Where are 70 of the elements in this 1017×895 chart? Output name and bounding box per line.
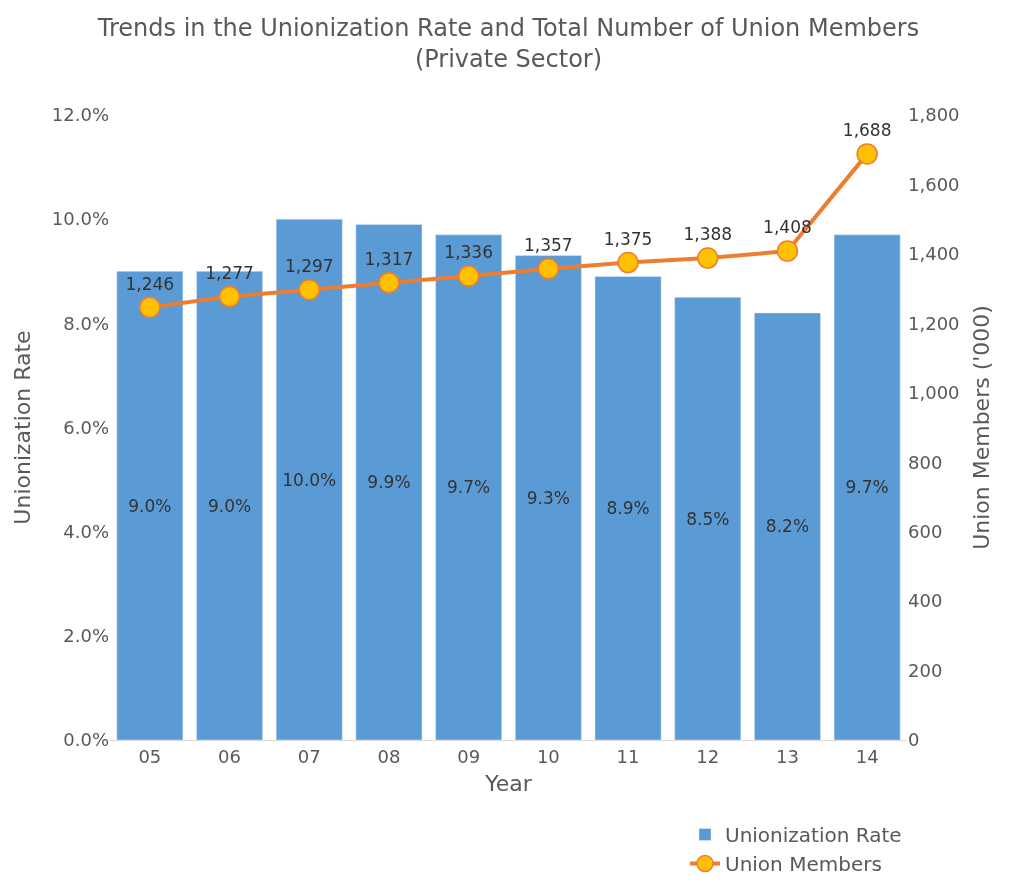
data-label: 9.3% bbox=[526, 487, 570, 508]
bar bbox=[754, 312, 821, 740]
y-tick-label: 6.0% bbox=[63, 416, 109, 438]
bar bbox=[275, 218, 343, 740]
x-tick-label: 11 bbox=[616, 745, 640, 767]
x-tick-label: 06 bbox=[218, 745, 241, 767]
point bbox=[139, 296, 161, 319]
point bbox=[218, 285, 241, 308]
bar bbox=[355, 224, 423, 740]
y-tick-label: 10.0% bbox=[51, 208, 109, 230]
x-tick-label: 10 bbox=[536, 745, 560, 767]
y-tick-label: 0.0% bbox=[63, 729, 109, 751]
y2-tick-label: 1,200 bbox=[908, 312, 960, 334]
point bbox=[617, 251, 639, 274]
point bbox=[457, 265, 480, 287]
x-tick-label: 08 bbox=[377, 745, 401, 767]
point bbox=[378, 271, 400, 294]
data-label: 9.7% bbox=[845, 477, 889, 498]
x-tick-label: 07 bbox=[297, 745, 321, 767]
point bbox=[776, 240, 799, 262]
chart-title: Trends in the Unionization Rate and Total Number of Union Members (Private Sector) bbox=[96, 13, 920, 73]
data-label: 10.0% bbox=[282, 469, 337, 490]
bar bbox=[833, 234, 901, 740]
y2-tick-label: 200 bbox=[908, 659, 943, 681]
data-label: 1,297 bbox=[284, 255, 334, 276]
point bbox=[537, 258, 560, 280]
data-label: 1,688 bbox=[842, 120, 892, 141]
y2-axis-title: Union Members ('000) bbox=[969, 305, 995, 550]
data-label: 8.5% bbox=[686, 508, 730, 529]
point bbox=[298, 278, 320, 301]
data-label: 8.9% bbox=[606, 498, 650, 519]
y-tick-label: 8.0% bbox=[63, 312, 109, 334]
y2-tick-label: 1,800 bbox=[908, 104, 960, 126]
y2-tick-label: 600 bbox=[908, 520, 943, 542]
x-tick-label: 05 bbox=[138, 745, 162, 767]
y2-tick-label: 1,000 bbox=[908, 382, 960, 404]
x-tick-label: 12 bbox=[696, 745, 720, 767]
y-tick-label: 12.0% bbox=[51, 104, 109, 126]
bar bbox=[515, 255, 582, 740]
point bbox=[856, 143, 878, 165]
x-tick-label: 09 bbox=[457, 745, 481, 767]
y2-tick-label: 1,600 bbox=[908, 173, 960, 195]
y-axis-title: Unionization Rate bbox=[9, 330, 35, 525]
data-label: 9.0% bbox=[128, 495, 172, 516]
data-label: 1,388 bbox=[683, 224, 733, 245]
bar bbox=[594, 276, 662, 740]
y-tick-label: 2.0% bbox=[63, 625, 109, 647]
data-label: 1,246 bbox=[125, 273, 175, 294]
data-label: 1,357 bbox=[524, 235, 573, 256]
y2-tick-label: 1,400 bbox=[908, 243, 960, 265]
data-label: 9.0% bbox=[207, 495, 252, 516]
bar bbox=[435, 234, 502, 740]
legend-label: Union Members bbox=[725, 852, 882, 877]
legend-label: Unionization Rate bbox=[725, 823, 902, 848]
point bbox=[697, 247, 719, 269]
data-label: 1,317 bbox=[364, 248, 414, 269]
x-axis-title: Year bbox=[484, 771, 533, 797]
x-tick-label: 14 bbox=[855, 745, 879, 767]
y2-tick-label: 400 bbox=[908, 590, 943, 612]
bar bbox=[674, 297, 742, 740]
data-label: 8.2% bbox=[765, 516, 810, 537]
bar bbox=[116, 271, 184, 740]
y2-tick-label: 800 bbox=[908, 451, 943, 473]
data-label: 1,375 bbox=[603, 228, 653, 249]
data-label: 9.7% bbox=[447, 477, 491, 498]
x-tick-label: 13 bbox=[776, 745, 799, 767]
y-tick-label: 4.0% bbox=[63, 520, 109, 542]
data-label: 9.9% bbox=[367, 472, 411, 493]
data-label: 1,336 bbox=[444, 242, 493, 263]
y2-tick-label: 0 bbox=[908, 729, 920, 751]
